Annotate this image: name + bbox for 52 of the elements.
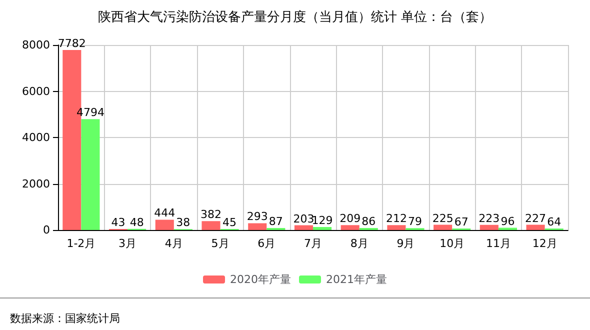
data-label: 382 xyxy=(200,208,222,222)
x-tick-label: 11月 xyxy=(486,237,511,250)
chart-title: 陕西省大气污染防治设备产量分月度（当月值）统计 单位：台（套） xyxy=(98,9,492,25)
x-tick-label: 7月 xyxy=(304,237,322,250)
bar xyxy=(202,221,220,230)
bar xyxy=(340,225,360,230)
data-label: 227 xyxy=(525,212,546,225)
data-label: 67 xyxy=(454,215,468,228)
data-label: 209 xyxy=(340,212,361,226)
bar xyxy=(313,227,332,230)
x-tick-label: 5月 xyxy=(211,237,230,250)
data-label: 43 xyxy=(111,216,126,230)
data-label: 64 xyxy=(547,216,562,229)
x-tick-label: 12月 xyxy=(532,237,558,250)
y-tick-label: 0 xyxy=(43,224,50,236)
data-label: 225 xyxy=(432,212,454,225)
x-tick-label: 9月 xyxy=(396,237,415,250)
bar xyxy=(526,224,545,230)
bar xyxy=(248,223,267,230)
x-tick-label: 3月 xyxy=(118,237,137,250)
legend-label: 2020年产量 xyxy=(230,273,292,286)
y-tick-label: 8000 xyxy=(22,38,50,52)
y-tick-label: 2000 xyxy=(22,177,50,190)
data-label: 48 xyxy=(130,216,144,229)
data-label: 129 xyxy=(312,214,333,228)
x-tick-label: 8月 xyxy=(350,237,368,250)
data-label: 96 xyxy=(500,214,515,228)
data-label: 212 xyxy=(386,212,407,226)
data-label: 7782 xyxy=(58,37,86,50)
y-tick-label: 6000 xyxy=(22,84,50,98)
legend-label: 2021年产量 xyxy=(326,273,387,286)
bar xyxy=(155,220,174,230)
data-label: 87 xyxy=(268,214,283,228)
data-label: 444 xyxy=(154,206,176,220)
source-note: 数据来源：国家统计局 xyxy=(10,312,120,325)
data-label: 38 xyxy=(176,216,190,230)
x-tick-label: 6月 xyxy=(258,237,276,250)
x-tick-label: 1-2月 xyxy=(66,237,96,250)
x-tick-label: 10月 xyxy=(440,237,465,250)
data-label: 223 xyxy=(478,212,500,225)
bar xyxy=(294,225,313,230)
data-label: 203 xyxy=(293,212,314,226)
x-tick-label: 4月 xyxy=(164,237,183,250)
bar xyxy=(387,225,406,230)
data-label: 86 xyxy=(362,215,376,228)
data-label: 45 xyxy=(222,216,237,229)
data-label: 293 xyxy=(246,210,268,224)
bar xyxy=(81,119,100,230)
y-tick-label: 4000 xyxy=(22,131,50,144)
bar xyxy=(480,224,498,230)
bar xyxy=(434,224,452,230)
data-label: 79 xyxy=(408,215,422,228)
